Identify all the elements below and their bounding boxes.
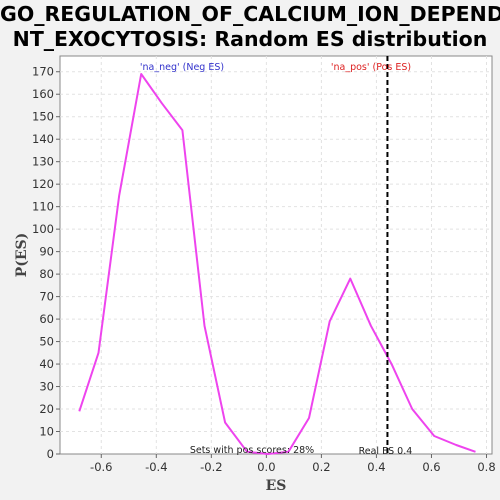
- series-line: [78, 73, 476, 455]
- y-tick-label: 0: [47, 447, 54, 461]
- real-es-label: Real ES 0.4: [359, 446, 413, 457]
- y-tick-label: 80: [39, 267, 54, 281]
- y-tick-label: 40: [39, 357, 54, 371]
- neg-es-label: 'na_neg' (Neg ES): [140, 62, 224, 73]
- x-tick-label: 0.0: [257, 460, 275, 474]
- y-tick-label: 30: [39, 380, 54, 394]
- x-tick-label: 0.4: [367, 460, 385, 474]
- series-layer: [78, 73, 476, 455]
- x-tick-label: -0.6: [90, 460, 112, 474]
- y-tick-label: 140: [32, 132, 54, 146]
- y-tick-label: 50: [39, 335, 54, 349]
- axis-ticks: 0 10 20 30 40 50 60 70 80 90 100 110 120 130 140 150 160…: [32, 65, 496, 474]
- chart-title-line-1: GO_REGULATION_OF_CALCIUM_ION_DEPENDE: [0, 2, 500, 26]
- x-tick-label: -0.2: [200, 460, 222, 474]
- y-tick-label: 10: [39, 425, 54, 439]
- y-tick-label: 100: [32, 222, 54, 236]
- y-tick-label: 170: [32, 65, 54, 79]
- y-tick-label: 110: [32, 200, 54, 214]
- annotation-layer: 'na_neg' (Neg ES) 'na_pos' (Pos ES) Sets w…: [140, 56, 412, 457]
- x-axis-title: ES: [266, 478, 287, 494]
- x-tick-label: 0.6: [422, 460, 440, 474]
- y-tick-label: 20: [39, 402, 54, 416]
- x-tick-label: 0.2: [312, 460, 330, 474]
- y-tick-label: 70: [39, 290, 54, 304]
- y-tick-label: 150: [32, 110, 54, 124]
- chart-title-line-2: NT_EXOCYTOSIS: Random ES distribution: [12, 27, 488, 51]
- y-tick-label: 120: [32, 177, 54, 191]
- y-tick-label: 90: [39, 245, 54, 259]
- plot-area: [59, 55, 493, 455]
- y-tick-label: 130: [32, 155, 54, 169]
- pos-scores-label: Sets with pos scores: 28%: [190, 445, 314, 456]
- grid-lines: [60, 56, 492, 454]
- y-tick-label: 160: [32, 87, 54, 101]
- pos-es-label: 'na_pos' (Pos ES): [331, 62, 411, 73]
- y-tick-label: 60: [39, 312, 54, 326]
- y-axis-title: P(ES): [14, 233, 30, 278]
- x-tick-label: 0.8: [477, 460, 495, 474]
- x-tick-label: -0.4: [145, 460, 167, 474]
